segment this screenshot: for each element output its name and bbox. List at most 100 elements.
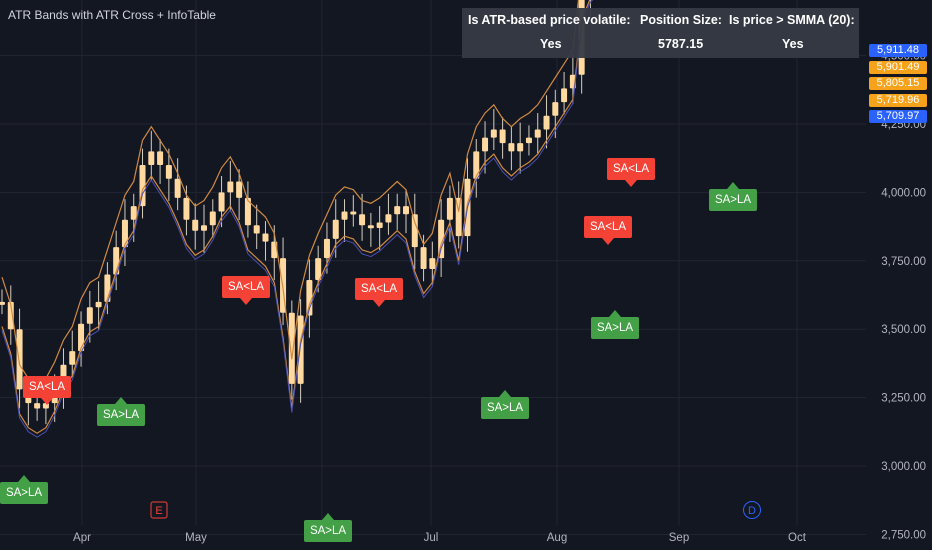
candle-body (446, 197, 453, 220)
price-tag-current: 5,805.15 (869, 77, 927, 90)
x-tick-label: Jul (424, 532, 439, 544)
candle-body (244, 197, 251, 226)
price-tag-upper-atr: 5,901.49 (869, 61, 927, 74)
x-tick-label: Sep (669, 532, 689, 544)
signal-arrow-short (240, 298, 252, 305)
info-header-position-size: Position Size: (640, 13, 722, 27)
info-table: Is ATR-based price volatile: Position Si… (462, 8, 859, 58)
price-tag-lower-band: 5,709.97 (869, 110, 927, 123)
candle-body (376, 222, 383, 228)
candle-body (394, 206, 401, 215)
upper-atr-band (1, 0, 580, 385)
x-tick-label: Aug (547, 532, 567, 544)
signal-arrow-long (115, 397, 127, 404)
price-tag-upper-band: 5,911.48 (869, 44, 927, 57)
candle-body (95, 301, 102, 308)
candle-body (174, 178, 181, 198)
candle-body (508, 143, 515, 152)
signal-arrow-long (499, 390, 511, 397)
candle-body (34, 403, 41, 409)
candle-body (253, 225, 260, 234)
signal-label-long: SA>LA (591, 317, 639, 339)
y-tick-label: 4,000.00 (881, 187, 926, 199)
candle-body (7, 301, 14, 330)
signal-arrow-long (18, 475, 30, 482)
earnings-marker-label: E (155, 505, 162, 517)
signal-label-short: SA<LA (355, 278, 403, 300)
candle-body (148, 151, 155, 166)
candle-body (332, 219, 339, 239)
signal-arrow-short (373, 300, 385, 307)
y-tick-label: 3,000.00 (881, 461, 926, 473)
candle-body (78, 323, 85, 352)
signal-label-short: SA<LA (23, 376, 71, 398)
dividend-marker-label: D (748, 505, 756, 517)
x-tick-label: May (185, 532, 207, 544)
info-header-volatile: Is ATR-based price volatile: (468, 13, 631, 27)
candle-body (315, 258, 322, 280)
candle-body (385, 214, 392, 223)
candle-body (517, 143, 524, 152)
x-tick-label: Apr (73, 532, 91, 544)
info-value-position-size: 5787.15 (658, 37, 704, 51)
candle-body (420, 247, 427, 270)
candle-body (130, 206, 137, 220)
candle-body (543, 115, 550, 130)
candle-body (411, 214, 418, 248)
signal-label-short: SA<LA (222, 276, 270, 298)
candle-body (367, 225, 374, 229)
candle-body (323, 238, 330, 259)
signal-arrow-short (41, 398, 53, 405)
candle-body (490, 129, 497, 138)
price-tag-lower-atr: 5,719.96 (869, 94, 927, 107)
info-header-smma: Is price > SMMA (20): (729, 13, 855, 27)
candle-body (429, 258, 436, 270)
candle-body (183, 197, 190, 220)
signal-label-long: SA>LA (304, 520, 352, 542)
candle-body (482, 137, 489, 152)
signal-arrow-long (727, 182, 739, 189)
candle-body (69, 351, 76, 365)
candle-body (227, 181, 234, 193)
signal-label-long: SA>LA (97, 404, 145, 426)
candle-body (359, 214, 366, 226)
candle-body (350, 211, 357, 215)
signal-arrow-long (609, 310, 621, 317)
candle-body (16, 329, 23, 390)
signal-label-short: SA<LA (607, 158, 655, 180)
y-tick-label: 2,750.00 (881, 529, 926, 541)
candle-body (209, 211, 216, 226)
candle-body (201, 225, 207, 231)
candle-body (236, 181, 243, 198)
signal-arrow-short (602, 238, 614, 245)
smma-line (1, 0, 594, 438)
candle-body (297, 315, 304, 384)
candle-body (262, 233, 269, 242)
candle-body (121, 219, 128, 248)
candle-body (403, 206, 409, 215)
signal-label-long: SA>LA (709, 189, 757, 211)
y-tick-label: 3,750.00 (881, 256, 926, 268)
x-tick-label: Oct (788, 532, 807, 544)
chart-title: ATR Bands with ATR Cross + InfoTable (8, 8, 216, 22)
candle-body (218, 192, 225, 212)
info-value-smma: Yes (782, 37, 804, 51)
signal-label-long: SA>LA (0, 482, 48, 504)
candle-body (288, 312, 295, 384)
info-value-volatile: Yes (540, 37, 562, 51)
candle-body (525, 137, 532, 144)
earnings-marker (150, 501, 168, 519)
signal-label-short: SA<LA (584, 216, 632, 238)
candle-body (42, 403, 49, 409)
candle-body (86, 307, 93, 324)
candle-body (499, 129, 506, 144)
signal-label-long: SA>LA (481, 397, 529, 419)
candle-body (157, 151, 164, 166)
candle-body (165, 165, 172, 179)
signal-arrow-short (625, 180, 637, 187)
signal-arrow-long (322, 513, 334, 520)
candle-body (341, 211, 348, 220)
dividend-marker (743, 501, 761, 519)
candle-body (192, 219, 199, 231)
